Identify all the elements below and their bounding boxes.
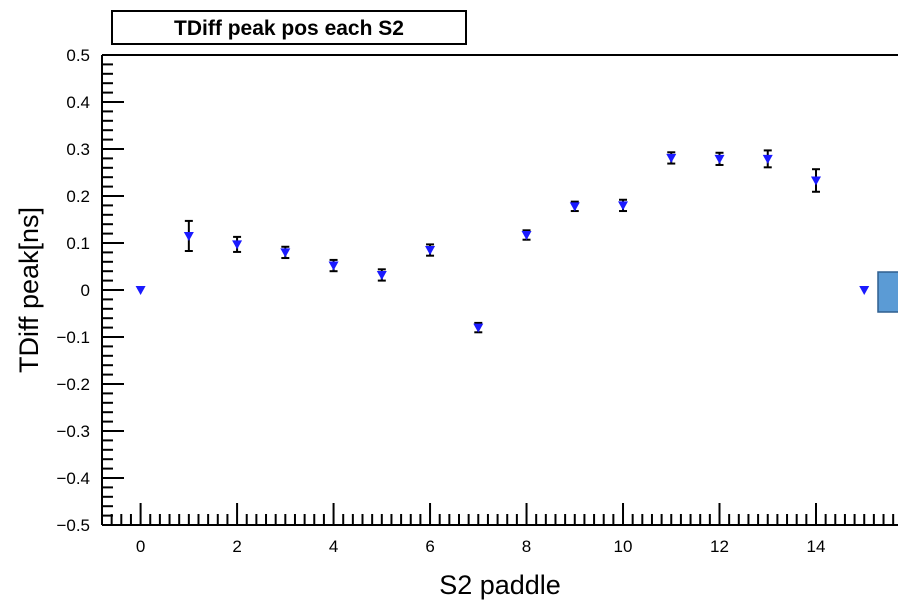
data-point bbox=[859, 286, 870, 295]
chart-title-box: TDiff peak pos each S2 bbox=[111, 10, 467, 45]
y-tick-label: 0.4 bbox=[66, 93, 90, 112]
y-tick-label: 0.2 bbox=[66, 187, 90, 206]
y-tick-label: −0.3 bbox=[56, 422, 90, 441]
y-tick-label: 0 bbox=[81, 281, 90, 300]
chart-title: TDiff peak pos each S2 bbox=[174, 17, 404, 40]
x-tick-label: 8 bbox=[522, 537, 531, 556]
x-tick-label: 6 bbox=[425, 537, 434, 556]
y-tick-label: 0.5 bbox=[66, 46, 90, 65]
x-tick-label: 2 bbox=[232, 537, 241, 556]
x-tick-label: 14 bbox=[807, 537, 826, 556]
data-point bbox=[618, 201, 629, 211]
x-tick-label: 10 bbox=[614, 537, 633, 556]
data-point bbox=[714, 154, 725, 164]
y-tick-label: −0.5 bbox=[56, 516, 90, 535]
data-point bbox=[425, 246, 436, 256]
x-tick-label: 0 bbox=[136, 537, 145, 556]
y-tick-label: 0.3 bbox=[66, 140, 90, 159]
y-axis-ticks: −0.5 −0.4 −0.3 −0.2 −0.1 0 0.1 0.2 0.3 0.4 0.5 bbox=[56, 46, 124, 535]
data-point bbox=[280, 248, 291, 258]
stats-box-edge bbox=[877, 271, 898, 313]
data-point bbox=[762, 154, 773, 164]
data-point bbox=[810, 176, 821, 186]
x-tick-label: 4 bbox=[329, 537, 338, 556]
data-point bbox=[232, 240, 243, 250]
y-tick-label: 0.1 bbox=[66, 234, 90, 253]
y-tick-label: −0.2 bbox=[56, 375, 90, 394]
data-point bbox=[376, 270, 387, 280]
y-tick-label: −0.4 bbox=[56, 469, 90, 488]
data-point bbox=[183, 231, 194, 241]
x-axis-title: S2 paddle bbox=[439, 570, 561, 600]
y-tick-label: −0.1 bbox=[56, 328, 90, 347]
plot-frame bbox=[101, 54, 898, 526]
y-axis-title: TDiff peak[ns] bbox=[14, 207, 44, 373]
error-bars bbox=[184, 149, 820, 334]
data-point bbox=[135, 286, 146, 295]
data-point bbox=[666, 153, 677, 163]
data-point bbox=[473, 323, 484, 333]
data-point bbox=[328, 261, 339, 271]
data-point bbox=[569, 202, 580, 212]
data-points bbox=[135, 153, 870, 333]
x-axis-ticks: 0 2 4 6 8 10 12 14 bbox=[110, 503, 895, 556]
data-point bbox=[521, 231, 532, 241]
x-tick-label: 12 bbox=[710, 537, 729, 556]
